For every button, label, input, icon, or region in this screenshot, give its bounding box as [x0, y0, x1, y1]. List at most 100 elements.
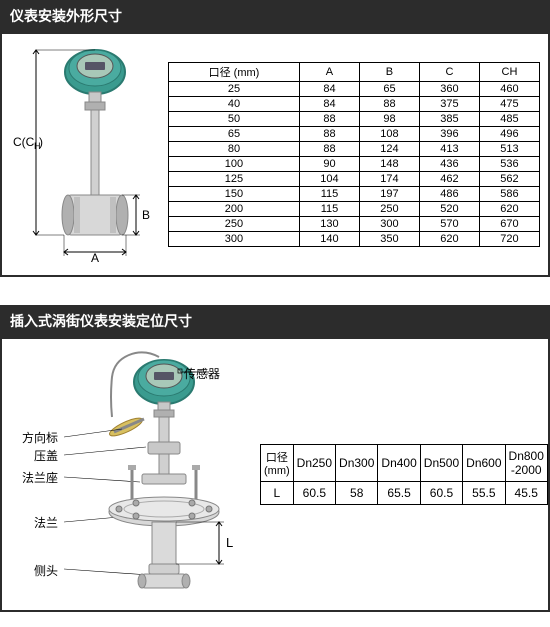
table-cell: 562	[479, 172, 539, 187]
label-direction: 方向标	[22, 429, 58, 446]
table-cell: 90	[299, 157, 359, 172]
table-cell: 485	[479, 112, 539, 127]
section2-table-box: 口径 (mm) Dn250 Dn300 Dn400 Dn500 Dn600 Dn…	[260, 444, 548, 505]
table-cell: 115	[299, 187, 359, 202]
table-cell: 460	[479, 82, 539, 97]
table-cell: 100	[169, 157, 300, 172]
section1-header: 仪表安装外形尺寸	[0, 0, 550, 32]
table1-header-row: 口径 (mm) A B C CH	[169, 63, 540, 82]
table-cell: 84	[299, 82, 359, 97]
table-cell: 84	[299, 97, 359, 112]
table-cell: 413	[419, 142, 479, 157]
table2-col-4: Dn600	[463, 445, 505, 482]
table-cell: 670	[479, 217, 539, 232]
table-cell: 98	[359, 112, 419, 127]
table-cell: 140	[299, 232, 359, 247]
table-cell: 65	[169, 127, 300, 142]
table-cell: 197	[359, 187, 419, 202]
table2-val-4: 55.5	[463, 482, 505, 505]
table-cell: 436	[419, 157, 479, 172]
section2-header: 插入式涡街仪表安装定位尺寸	[0, 305, 550, 337]
table-cell: 65	[359, 82, 419, 97]
table-cell: 536	[479, 157, 539, 172]
table-cell: 350	[359, 232, 419, 247]
dim-c-label: C(C	[13, 135, 35, 149]
table2-col-2: Dn400	[378, 445, 420, 482]
table-cell: 385	[419, 112, 479, 127]
section1-diagram: C(C H ) B A	[10, 42, 160, 267]
table-cell: 40	[169, 97, 300, 112]
table-cell: 88	[359, 97, 419, 112]
table-cell: 104	[299, 172, 359, 187]
section2-labels: 方向标 压盖 法兰座 法兰 侧头	[10, 347, 58, 587]
table1-col-ch: CH	[479, 63, 539, 82]
table-cell: 174	[359, 172, 419, 187]
table-row: 125104174462562	[169, 172, 540, 187]
table-cell: 88	[299, 112, 359, 127]
table2-col-3: Dn500	[420, 445, 462, 482]
table-row: 6588108396496	[169, 127, 540, 142]
table1-col-b: B	[359, 63, 419, 82]
table2-val-1: 58	[336, 482, 378, 505]
table-cell: 115	[299, 202, 359, 217]
table-row: 150115197486586	[169, 187, 540, 202]
table-cell: 586	[479, 187, 539, 202]
table2-header-row: 口径 (mm) Dn250 Dn300 Dn400 Dn500 Dn600 Dn…	[261, 445, 548, 482]
flowmeter-diagram-icon: C(C H ) B A	[10, 42, 160, 262]
table-cell: 570	[419, 217, 479, 232]
table-cell: 360	[419, 82, 479, 97]
table-cell: 130	[299, 217, 359, 232]
table-row: 508898385485	[169, 112, 540, 127]
dimensions-table-1: 口径 (mm) A B C CH 25846536046040848837547…	[168, 62, 540, 247]
table-cell: 250	[169, 217, 300, 232]
table-row: 250130300570670	[169, 217, 540, 232]
table-cell: 88	[299, 142, 359, 157]
label-cap: 压盖	[34, 447, 58, 464]
table-row: 408488375475	[169, 97, 540, 112]
table-cell: 150	[169, 187, 300, 202]
table-cell: 486	[419, 187, 479, 202]
table-cell: 88	[299, 127, 359, 142]
table-cell: 396	[419, 127, 479, 142]
table-row: 10090148436536	[169, 157, 540, 172]
table-cell: 300	[169, 232, 300, 247]
svg-text:): )	[39, 135, 43, 149]
table-cell: 620	[419, 232, 479, 247]
table-cell: 124	[359, 142, 419, 157]
label-side-head: 侧头	[34, 562, 58, 579]
table1-col-diameter: 口径 (mm)	[169, 63, 300, 82]
table2-val-5: 45.5	[505, 482, 547, 505]
table-cell: 148	[359, 157, 419, 172]
table2-value-row: L 60.5 58 65.5 60.5 55.5 45.5	[261, 482, 548, 505]
label-flange-seat: 法兰座	[22, 469, 58, 486]
section2-diagram: 传感器	[64, 347, 254, 602]
dimensions-table-2: 口径 (mm) Dn250 Dn300 Dn400 Dn500 Dn600 Dn…	[260, 444, 548, 505]
table2-val-2: 65.5	[378, 482, 420, 505]
table2-col-5: Dn800 -2000	[505, 445, 547, 482]
label-flange: 法兰	[34, 514, 58, 531]
table-row: 258465360460	[169, 82, 540, 97]
table-row: 300140350620720	[169, 232, 540, 247]
section1-body: C(C H ) B A 口径 (mm) A B	[0, 32, 550, 277]
table-cell: 80	[169, 142, 300, 157]
table-cell: 250	[359, 202, 419, 217]
table-cell: 25	[169, 82, 300, 97]
section2-title: 插入式涡街仪表安装定位尺寸	[10, 313, 192, 329]
dim-l-label: L	[226, 535, 233, 550]
section2-body: 方向标 压盖 法兰座 法兰 侧头 传感器	[0, 337, 550, 612]
dim-b-label: B	[142, 208, 150, 222]
table-cell: 720	[479, 232, 539, 247]
table-cell: 375	[419, 97, 479, 112]
table2-header-label: 口径 (mm)	[261, 445, 294, 482]
section1-title: 仪表安装外形尺寸	[10, 8, 122, 24]
table-cell: 300	[359, 217, 419, 232]
table2-val-3: 60.5	[420, 482, 462, 505]
label-sensor: 传感器	[184, 365, 220, 382]
table2-row-label: L	[261, 482, 294, 505]
table-cell: 475	[479, 97, 539, 112]
table-cell: 620	[479, 202, 539, 217]
section1-table-box: 口径 (mm) A B C CH 25846536046040848837547…	[168, 62, 540, 247]
table-cell: 520	[419, 202, 479, 217]
table-cell: 108	[359, 127, 419, 142]
table-cell: 125	[169, 172, 300, 187]
